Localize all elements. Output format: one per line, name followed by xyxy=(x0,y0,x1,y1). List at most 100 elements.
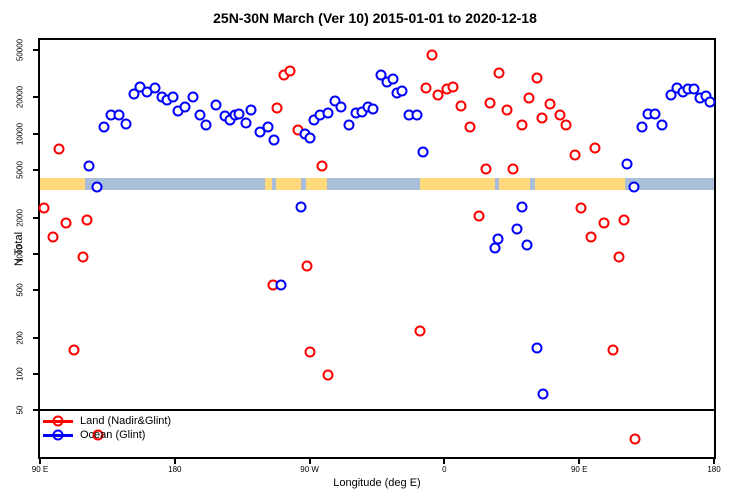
coastline-band-ocean xyxy=(624,177,714,190)
data-point-land xyxy=(316,160,328,172)
reference-line xyxy=(40,409,714,412)
data-point-ocean xyxy=(240,117,252,129)
y-tick-label: 10000 xyxy=(15,122,25,145)
data-point-land xyxy=(473,210,485,222)
x-tick-label: 180 xyxy=(707,465,721,474)
data-point-ocean xyxy=(636,121,648,133)
data-point-ocean xyxy=(187,91,199,103)
coastline-band-land xyxy=(40,177,85,190)
data-point-land xyxy=(432,89,444,101)
x-tick xyxy=(578,459,581,464)
data-point-land xyxy=(618,214,630,226)
data-point-ocean xyxy=(628,181,640,193)
data-point-land xyxy=(53,143,65,155)
data-point-land xyxy=(607,344,619,356)
y-tick xyxy=(33,48,38,51)
legend: Land (Nadir&Glint) Ocean (Glint) xyxy=(43,414,171,442)
data-point-land xyxy=(271,102,283,114)
coastline-band-land xyxy=(275,177,301,190)
data-point-land xyxy=(544,98,556,110)
y-tick-label: 5000 xyxy=(15,160,25,179)
data-point-ocean xyxy=(200,119,211,131)
x-axis-label: Longitude (deg E) xyxy=(333,477,421,489)
x-tick xyxy=(443,459,446,464)
y-tick-label: 1000 xyxy=(15,245,25,263)
legend-label-ocean: Ocean (Glint) xyxy=(80,429,146,441)
data-point-ocean xyxy=(704,96,716,108)
coastline-band-land xyxy=(535,177,625,190)
data-point-ocean xyxy=(492,233,504,245)
y-tick xyxy=(33,216,38,219)
coastline-band-land xyxy=(305,177,327,190)
legend-item-ocean: Ocean (Glint) xyxy=(43,428,171,442)
data-point-land xyxy=(92,429,104,441)
data-point-land xyxy=(613,251,625,263)
data-point-land xyxy=(493,67,505,79)
data-point-ocean xyxy=(167,91,179,103)
data-point-ocean xyxy=(262,121,274,133)
x-tick xyxy=(39,459,41,464)
data-point-land xyxy=(531,72,543,84)
y-tick-label: 200 xyxy=(15,331,25,345)
data-point-ocean xyxy=(304,132,316,144)
data-point-ocean xyxy=(275,279,287,291)
data-point-land xyxy=(501,104,513,116)
coastline-band-land xyxy=(264,177,273,190)
data-point-ocean xyxy=(396,85,408,97)
data-point-ocean xyxy=(516,201,528,213)
data-point-ocean xyxy=(537,388,549,400)
data-point-land xyxy=(507,163,519,175)
data-point-land xyxy=(414,325,426,337)
y-tick-label: 20000 xyxy=(15,86,25,109)
y-tick xyxy=(33,336,38,339)
y-tick-label: 50 xyxy=(15,405,25,415)
data-point-ocean xyxy=(621,158,633,170)
data-point-land xyxy=(426,49,438,61)
data-point-land xyxy=(575,202,587,214)
y-tick xyxy=(33,252,38,255)
data-point-land xyxy=(560,119,572,131)
data-point-land xyxy=(322,369,334,381)
data-point-ocean xyxy=(120,118,132,130)
chart-title: 25N-30N March (Ver 10) 2015-01-01 to 202… xyxy=(213,10,537,26)
data-point-land xyxy=(536,112,548,124)
x-tick xyxy=(713,459,715,464)
data-point-ocean xyxy=(511,223,523,235)
data-point-ocean xyxy=(335,101,347,113)
data-point-land xyxy=(284,65,296,77)
coastline-band-land xyxy=(499,177,530,190)
data-point-ocean xyxy=(521,239,533,251)
coastline-band-ocean xyxy=(300,177,306,190)
y-tick-label: 2000 xyxy=(15,208,25,227)
coastline-band-ocean xyxy=(272,177,276,190)
data-point-ocean xyxy=(295,201,307,213)
data-point-ocean xyxy=(688,83,700,95)
data-point-land xyxy=(480,163,492,175)
y-tick xyxy=(33,409,38,412)
data-point-ocean xyxy=(254,126,266,138)
data-point-ocean xyxy=(233,108,245,120)
data-point-land xyxy=(523,92,535,104)
data-point-land xyxy=(516,119,528,131)
y-tick-label: 50000 xyxy=(15,38,25,61)
data-point-land xyxy=(464,121,476,133)
coastline-band-land xyxy=(419,177,495,190)
data-point-ocean xyxy=(367,103,379,115)
y-tick xyxy=(33,96,38,99)
data-point-ocean xyxy=(329,95,341,107)
data-point-land xyxy=(554,109,566,121)
data-point-ocean xyxy=(417,146,429,158)
data-point-ocean xyxy=(179,101,191,112)
data-point-land xyxy=(38,202,50,214)
data-point-land xyxy=(47,231,59,243)
data-point-ocean xyxy=(83,160,95,172)
data-point-ocean xyxy=(128,88,140,100)
data-point-ocean xyxy=(268,134,280,146)
x-tick xyxy=(308,459,311,464)
y-tick-label: 100 xyxy=(15,367,25,381)
data-point-ocean xyxy=(531,342,543,354)
open-circle-icon xyxy=(52,415,64,427)
data-point-ocean xyxy=(210,99,222,111)
x-tick-label: 180 xyxy=(168,465,182,474)
data-point-land xyxy=(60,217,72,229)
